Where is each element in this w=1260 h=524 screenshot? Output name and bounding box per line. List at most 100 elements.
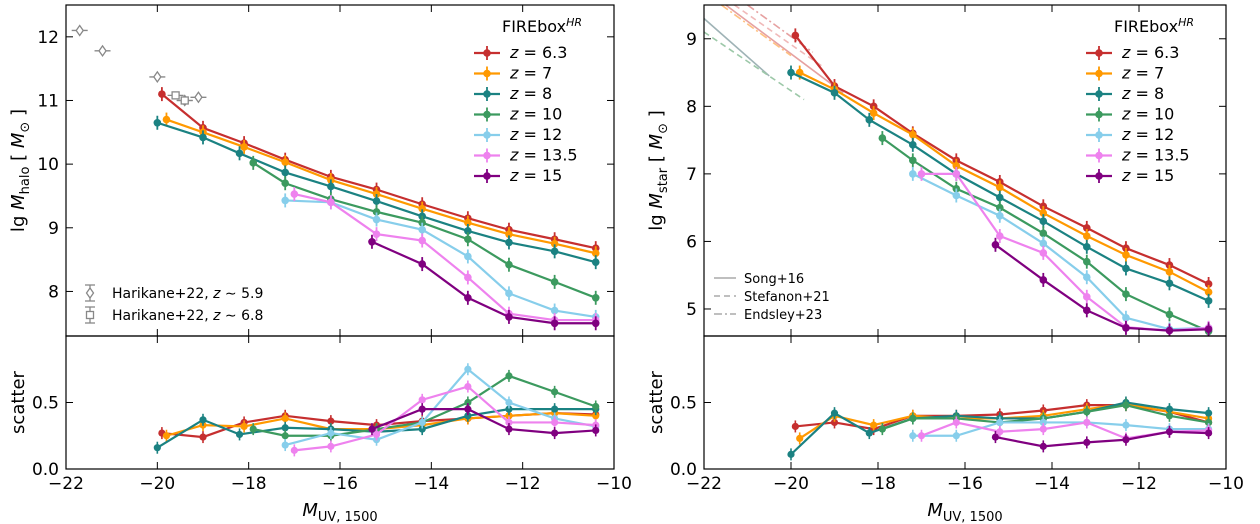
legend-entry: z = 12	[509, 125, 562, 144]
data-point	[917, 170, 926, 178]
x-tick-label: −10	[1208, 474, 1244, 494]
scatter-point	[505, 398, 513, 407]
data-point	[418, 260, 427, 268]
scatter-point	[464, 405, 472, 413]
data-point	[235, 149, 244, 158]
legend-entry: z = 15	[1121, 166, 1174, 185]
data-point	[1083, 257, 1091, 266]
right-panel-stellar-mass: −22 −20 −18 −16 −14 −12 −10 5 6 7 8 9 0.0 0.5 MUV, 150…	[646, 4, 1244, 524]
data-point	[909, 156, 917, 165]
x-tick-label: −20	[139, 474, 175, 494]
data-point	[869, 109, 878, 117]
x-tick-label: −22	[686, 474, 722, 494]
scatter-point	[1205, 429, 1213, 437]
x-tick-label: −12	[1121, 474, 1157, 494]
scatter-point	[592, 412, 600, 420]
data-point	[464, 273, 472, 282]
scatter-point	[235, 430, 244, 439]
data-point	[240, 143, 248, 151]
data-point	[550, 239, 559, 248]
legend-title: FIREboxHR	[502, 16, 582, 36]
scatter-point	[865, 429, 873, 437]
y-tick-label: 9	[686, 30, 697, 50]
reference-line-stefanon-21-2	[704, 31, 805, 101]
scatter-point	[1205, 418, 1213, 427]
data-point	[1165, 268, 1174, 276]
y-tick-label: 6	[686, 232, 697, 252]
data-point	[1204, 325, 1213, 334]
data-point	[952, 170, 961, 178]
data-point	[952, 161, 961, 170]
obs-legend-entry: Harikane+22, z ∼ 6.8	[112, 308, 263, 324]
scatter-point	[917, 432, 926, 440]
x-tick-label: −10	[596, 474, 632, 494]
data-point	[1165, 326, 1174, 335]
series-line-5	[294, 192, 596, 322]
scatter-point	[791, 422, 799, 431]
data-point	[464, 227, 472, 235]
reference-line-stefanon-21-3	[733, 5, 822, 67]
scatter-point	[505, 405, 513, 413]
scatter-y-axis-label: scatter	[8, 370, 29, 433]
data-point	[996, 211, 1004, 220]
data-point	[505, 289, 513, 298]
scatter-point	[909, 432, 917, 440]
data-point	[327, 198, 335, 207]
series-line-6	[994, 243, 1209, 332]
scatter-line-5	[921, 421, 1209, 440]
scatter-point	[368, 425, 376, 433]
y-tick-label: 9	[48, 219, 59, 239]
legend-entry: z = 7	[1121, 64, 1164, 83]
x-axis-label: MUV, 1500	[302, 500, 377, 524]
reference-line-endsley-23-5	[720, 5, 792, 57]
legend-marker	[483, 69, 491, 78]
data-point	[991, 241, 1000, 249]
scatter-point	[464, 398, 472, 407]
data-point	[830, 89, 839, 97]
data-point	[505, 260, 513, 269]
data-point	[795, 68, 804, 77]
obs-point-square	[171, 91, 180, 100]
data-point	[1083, 273, 1091, 282]
series-line-4	[912, 172, 1209, 331]
obs-point-diamond	[98, 44, 107, 57]
data-point	[996, 193, 1004, 202]
scatter-point	[418, 425, 426, 433]
obs-legend-entry: Harikane+22, z ∼ 5.9	[112, 286, 263, 302]
scatter-point	[281, 414, 289, 423]
scatter-point	[991, 433, 1000, 441]
scatter-point	[505, 418, 513, 427]
scatter-point	[505, 372, 513, 380]
scatter-point	[464, 382, 472, 391]
scatter-point	[551, 418, 559, 427]
scatter-point	[1083, 408, 1091, 416]
scatter-y-tick-label: 0.0	[670, 460, 697, 480]
data-point	[1122, 264, 1130, 273]
legend-marker	[1095, 172, 1103, 180]
data-point	[550, 247, 559, 256]
data-point	[372, 190, 381, 198]
scatter-point	[418, 405, 426, 413]
scatter-point	[505, 425, 513, 433]
data-point	[418, 218, 427, 227]
data-point	[1039, 229, 1048, 238]
scatter-point	[199, 416, 207, 424]
scatter-point	[592, 426, 600, 435]
x-tick-label: −12	[505, 474, 541, 494]
scatter-point	[1122, 401, 1130, 409]
data-point	[199, 133, 207, 142]
legend-marker	[1095, 151, 1103, 160]
scatter-point	[787, 450, 795, 458]
scatter-point	[327, 429, 335, 437]
scatter-line-5	[294, 385, 596, 452]
y-tick-label: 7	[686, 165, 697, 185]
legend-marker	[483, 131, 491, 139]
data-point	[591, 319, 600, 328]
scatter-axes-frame	[65, 335, 615, 470]
scatter-point	[1083, 418, 1091, 427]
legend-entry: z = 13.5	[1121, 146, 1190, 165]
data-point	[372, 230, 381, 238]
scatter-point	[551, 388, 559, 396]
scatter-point	[1039, 418, 1047, 427]
